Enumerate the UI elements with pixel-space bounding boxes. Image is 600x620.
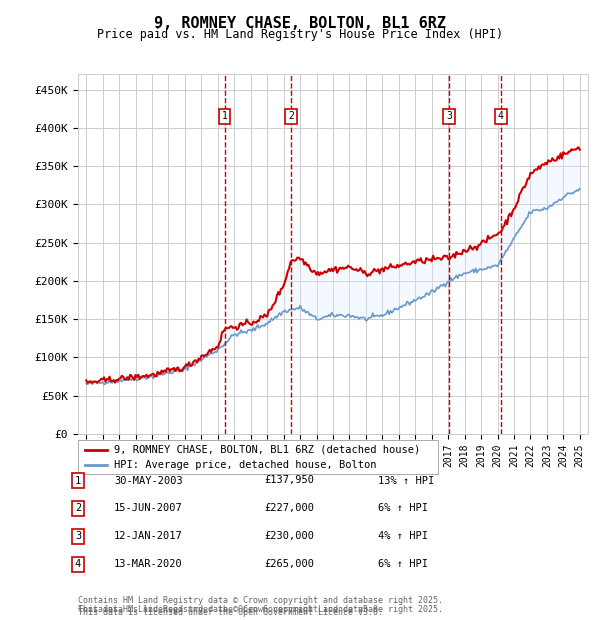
- Text: 30-MAY-2003: 30-MAY-2003: [114, 476, 183, 485]
- Text: Contains HM Land Registry data © Crown copyright and database right 2025.: Contains HM Land Registry data © Crown c…: [78, 604, 443, 614]
- Text: 12-JAN-2017: 12-JAN-2017: [114, 531, 183, 541]
- Text: 2: 2: [75, 503, 81, 513]
- Text: 3: 3: [446, 112, 452, 122]
- Text: 6% ↑ HPI: 6% ↑ HPI: [378, 503, 428, 513]
- Text: 3: 3: [75, 531, 81, 541]
- Text: This data is licensed under the Open Government Licence v3.0.: This data is licensed under the Open Gov…: [78, 608, 383, 617]
- Text: 13% ↑ HPI: 13% ↑ HPI: [378, 476, 434, 485]
- Text: 4% ↑ HPI: 4% ↑ HPI: [378, 531, 428, 541]
- Text: 4: 4: [75, 559, 81, 569]
- Text: £265,000: £265,000: [264, 559, 314, 569]
- Text: £137,950: £137,950: [264, 476, 314, 485]
- Text: HPI: Average price, detached house, Bolton: HPI: Average price, detached house, Bolt…: [114, 460, 377, 470]
- Text: 6% ↑ HPI: 6% ↑ HPI: [378, 559, 428, 569]
- Text: 1: 1: [221, 112, 227, 122]
- Text: Contains HM Land Registry data © Crown copyright and database right 2025.: Contains HM Land Registry data © Crown c…: [78, 596, 443, 606]
- Text: 1: 1: [75, 476, 81, 485]
- Text: 4: 4: [498, 112, 504, 122]
- Text: 2: 2: [288, 112, 294, 122]
- Text: 13-MAR-2020: 13-MAR-2020: [114, 559, 183, 569]
- Text: This data is licensed under the Open Government Licence v3.0.: This data is licensed under the Open Gov…: [78, 605, 383, 614]
- Text: £230,000: £230,000: [264, 531, 314, 541]
- Text: 9, ROMNEY CHASE, BOLTON, BL1 6RZ (detached house): 9, ROMNEY CHASE, BOLTON, BL1 6RZ (detach…: [114, 445, 420, 454]
- Text: £227,000: £227,000: [264, 503, 314, 513]
- Text: 15-JUN-2007: 15-JUN-2007: [114, 503, 183, 513]
- Text: 9, ROMNEY CHASE, BOLTON, BL1 6RZ: 9, ROMNEY CHASE, BOLTON, BL1 6RZ: [154, 16, 446, 30]
- Text: Price paid vs. HM Land Registry's House Price Index (HPI): Price paid vs. HM Land Registry's House …: [97, 28, 503, 41]
